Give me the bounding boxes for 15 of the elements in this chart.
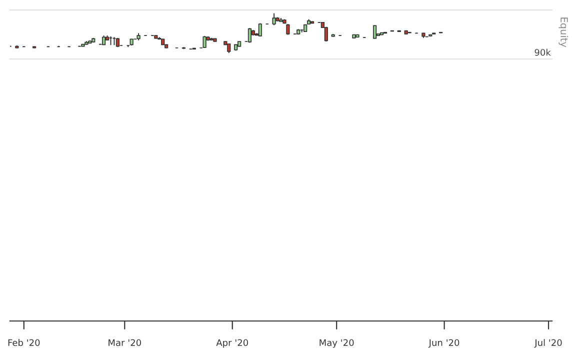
x-tick-label: Jul '20	[534, 339, 562, 348]
candlestick	[373, 24, 377, 40]
x-tick-label: Apr '20	[216, 339, 248, 348]
y-axis-title: Equity	[558, 18, 568, 48]
x-tick-label: Mar '20	[108, 339, 141, 346]
x-tick-label: Feb '20	[8, 339, 40, 346]
candlestick	[116, 37, 120, 48]
candlestick	[272, 12, 276, 26]
candlestick	[258, 22, 262, 37]
annotation: 90k	[534, 48, 551, 56]
x-tick-label: May '20	[320, 339, 354, 348]
x-tick-label: Jun '20	[428, 339, 460, 348]
candlestick	[202, 35, 206, 48]
candlestick	[324, 26, 328, 42]
candlestick	[248, 28, 252, 44]
